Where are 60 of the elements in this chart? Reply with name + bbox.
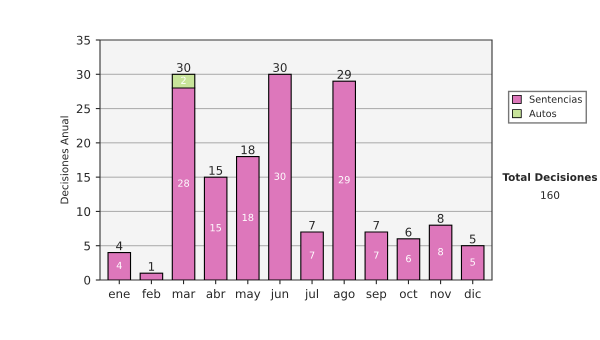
x-tick-label: jul	[304, 289, 318, 300]
total-label: 18	[242, 145, 255, 154]
x-tick-label: dic	[464, 289, 481, 298]
total-label: 30	[273, 63, 287, 72]
x-tick-label: ago	[334, 291, 355, 300]
data-label: 4	[116, 262, 122, 269]
x-tick-label: mar	[172, 291, 196, 298]
y-tick-label: 0	[84, 276, 90, 285]
bar	[364, 231, 388, 280]
bar	[204, 176, 228, 280]
total-label: 7	[374, 220, 380, 230]
bar	[396, 238, 420, 280]
bar	[268, 74, 292, 280]
y-tick-label: 25	[76, 104, 90, 114]
x-tick-label: abr	[206, 289, 226, 298]
y-axis-title: Decisiones Anual	[60, 116, 68, 204]
total-label: 15	[209, 166, 222, 175]
data-label: 8	[438, 248, 444, 256]
total-label: 4	[116, 242, 122, 250]
total-label: 6	[406, 228, 412, 237]
total-label: 29	[338, 70, 351, 79]
legend-label: Sentencias	[530, 95, 582, 103]
data-label: 29	[338, 176, 350, 184]
data-label: 7	[374, 252, 379, 259]
data-label: 6	[406, 254, 411, 262]
bar	[332, 80, 356, 280]
x-tick-label: jun	[270, 289, 288, 300]
total-label: 1	[148, 262, 154, 271]
total-label: 30	[176, 63, 190, 72]
bar	[236, 156, 260, 280]
total-label: 5	[470, 234, 476, 244]
y-tick-label: 5	[84, 242, 90, 250]
y-tick-label: 15	[77, 173, 90, 182]
bar	[300, 231, 324, 280]
data-label: 30	[274, 172, 286, 180]
data-label: 5	[470, 258, 475, 266]
data-label: 18	[242, 214, 254, 222]
x-tick-label: oct	[400, 290, 418, 298]
x-tick-label: may	[236, 291, 260, 300]
bar	[140, 272, 164, 280]
y-tick-label: 20	[76, 138, 90, 148]
y-tick-label: 35	[76, 36, 90, 45]
data-label: 7	[310, 252, 314, 259]
x-tick-label: nov	[430, 291, 452, 298]
total-label: 7	[309, 220, 315, 230]
data-label: 2	[181, 76, 186, 84]
text: 160	[541, 191, 560, 200]
bar	[428, 224, 452, 280]
bar	[460, 245, 485, 280]
y-tick-label: 10	[77, 207, 90, 216]
x-tick-label: ene	[108, 291, 130, 298]
legend-label: Autos	[529, 110, 556, 118]
y-tick-label: 30	[76, 70, 90, 79]
bar	[107, 252, 132, 280]
x-tick-label: feb	[142, 289, 160, 298]
x-tick-label: sep	[366, 291, 386, 300]
total-label: 8	[438, 214, 444, 223]
data-label: 15	[210, 224, 222, 232]
data-label: 28	[178, 179, 190, 187]
text: Total Decisiones	[502, 172, 598, 182]
